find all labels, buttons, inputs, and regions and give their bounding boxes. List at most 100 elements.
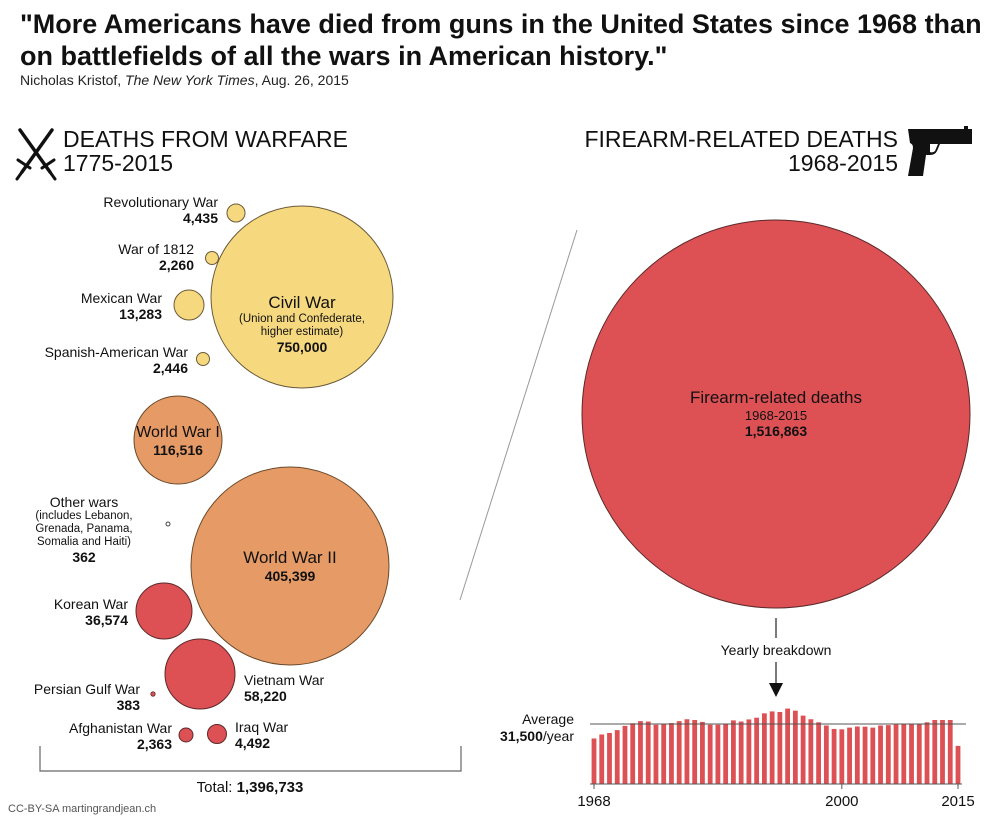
bar-1981 — [692, 720, 698, 784]
bar-1971 — [614, 730, 620, 784]
label-other-wars: Other wars (includes Lebanon, Grenada, P… — [10, 494, 158, 565]
average-value: 31,500 — [500, 728, 543, 744]
world-war-1-value: 116,516 — [153, 442, 203, 458]
label-afghanistan-war: Afghanistan War 2,363 — [40, 720, 172, 752]
label-civil-war: Civil War (Union and Confederate, higher… — [212, 293, 392, 356]
bar-2013 — [940, 720, 945, 784]
pistol-icon — [908, 126, 972, 176]
bar-1990 — [761, 713, 767, 784]
civil-war-note-1: (Union and Confederate, — [239, 313, 365, 325]
bar-1974 — [638, 721, 643, 784]
headline-quote: "More Americans have died from guns in t… — [20, 9, 982, 71]
bar-1972 — [622, 725, 628, 784]
world-war-2-name: World War II — [243, 548, 337, 567]
label-war-of-1812: War of 1812 2,260 — [40, 241, 194, 273]
other-wars-value: 362 — [72, 549, 96, 565]
persian-gulf-war-name: Persian Gulf War — [33, 681, 140, 697]
breakdown-arrow-head — [769, 683, 783, 697]
bar-1973 — [630, 723, 636, 784]
label-world-war-1: World War I 116,516 — [134, 424, 222, 458]
mexican-war-name: Mexican War — [80, 290, 162, 306]
footer-credit: CC-BY-SA martingrandjean.ch — [8, 803, 157, 815]
label-world-war-2: World War II 405,399 — [200, 548, 380, 585]
bubble-mexican-war — [173, 289, 205, 321]
firearm-circle-value: 1,516,863 — [744, 423, 808, 439]
bar-1999 — [831, 728, 837, 784]
average-label: Average 31,500/year — [470, 711, 574, 745]
label-revolutionary-war: Revolutionary War 4,435 — [40, 194, 218, 226]
other-wars-name: Other wars — [49, 494, 119, 510]
bar-2003 — [862, 726, 868, 784]
warfare-total: Total: 1,396,733 — [150, 779, 350, 796]
iraq-war-value: 4,492 — [235, 735, 271, 751]
bar-1979 — [676, 721, 682, 784]
firearm-circle-years: 1968-2015 — [744, 408, 808, 423]
world-war-1-name: World War I — [136, 424, 220, 441]
bar-2008 — [901, 723, 907, 784]
bar-2001 — [847, 727, 852, 784]
bar-1984 — [715, 724, 721, 784]
bar-1975 — [645, 721, 651, 784]
yearly-breakdown-label: Yearly breakdown — [720, 642, 832, 658]
label-korean-war: Korean War 36,574 — [20, 596, 128, 628]
other-wars-note-1: (includes Lebanon, — [35, 510, 133, 522]
bubble-iraq-war — [207, 724, 227, 744]
bar-2015 — [955, 745, 961, 784]
bar-1996 — [808, 719, 814, 784]
tick-label-1968: 1968 — [577, 793, 610, 810]
bubble-vietnam-war — [164, 638, 236, 710]
bar-1991 — [769, 711, 775, 784]
label-spanish-american-war: Spanish-American War 2,446 — [6, 344, 188, 376]
bar-1994 — [792, 710, 798, 784]
bar-2002 — [854, 726, 860, 784]
attribution-date: , Aug. 26, 2015 — [254, 72, 349, 88]
section-divider — [459, 229, 578, 601]
bar-1976 — [653, 724, 659, 784]
total-label: Total: — [196, 779, 233, 796]
bar-1970 — [607, 732, 612, 784]
warfare-title: DEATHS FROM WARFARE — [63, 126, 348, 152]
firearm-title: FIREARM-RELATED DEATHS — [584, 126, 898, 152]
mexican-war-value: 13,283 — [119, 306, 162, 322]
bar-1995 — [800, 715, 806, 784]
firearm-years: 1968-2015 — [788, 150, 898, 176]
vietnam-war-name: Vietnam War — [244, 672, 325, 688]
tick-label-2000: 2000 — [825, 793, 858, 810]
bubble-civil-war — [210, 205, 394, 389]
bar-1968 — [591, 738, 597, 784]
warfare-years: 1775-2015 — [63, 150, 173, 176]
attribution: Nicholas Kristof, The New York Times, Au… — [20, 72, 349, 88]
bubble-war-of-1812 — [205, 251, 219, 265]
total-value: 1,396,733 — [236, 779, 304, 796]
bar-1977 — [661, 724, 667, 784]
korean-war-name: Korean War — [53, 596, 128, 612]
civil-war-note-2: higher estimate) — [260, 326, 344, 338]
spanish-american-war-value: 2,446 — [152, 360, 188, 376]
bar-2006 — [885, 725, 891, 784]
label-iraq-war: Iraq War 4,492 — [235, 719, 315, 751]
bar-2005 — [878, 725, 883, 784]
total-bracket — [39, 746, 462, 772]
bar-1987 — [738, 721, 744, 784]
vietnam-war-value: 58,220 — [244, 688, 287, 704]
bar-chart-ticks: 1968 2000 2015 — [577, 784, 975, 810]
iraq-war-name: Iraq War — [235, 719, 289, 735]
revolutionary-war-name: Revolutionary War — [103, 194, 218, 210]
bar-2009 — [909, 724, 914, 784]
war-of-1812-value: 2,260 — [158, 257, 194, 273]
afghanistan-war-name: Afghanistan War — [69, 720, 172, 736]
civil-war-value: 750,000 — [276, 339, 328, 355]
bar-1988 — [746, 719, 752, 784]
bar-2000 — [839, 729, 845, 784]
crossed-swords-icon — [15, 128, 57, 181]
bubble-world-war-2 — [190, 466, 390, 666]
bar-1986 — [731, 720, 736, 784]
persian-gulf-war-value: 383 — [116, 697, 140, 713]
war-of-1812-name: War of 1812 — [118, 241, 194, 257]
bubble-afghanistan-war — [178, 727, 194, 743]
civil-war-name: Civil War — [268, 293, 336, 312]
label-firearm-deaths: Firearm-related deaths 1968-2015 1,516,8… — [626, 388, 926, 440]
bar-1980 — [684, 719, 690, 784]
bubble-spanish-american-war — [196, 352, 210, 366]
